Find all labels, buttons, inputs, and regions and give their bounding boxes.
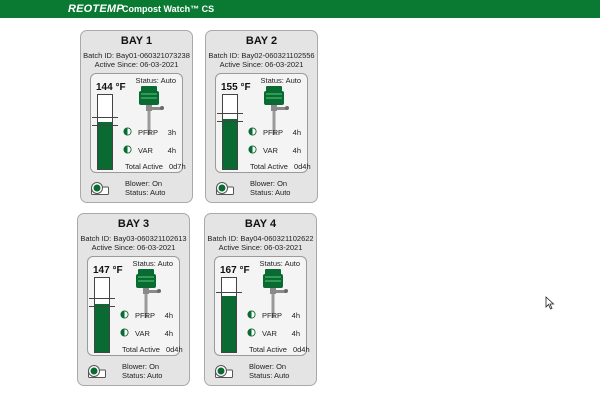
var-value: 4h [291, 329, 300, 338]
temperature-gauge [217, 94, 243, 170]
status-text: Status: Auto [135, 76, 176, 85]
var-value: 4h [164, 329, 173, 338]
total-active-label: Total Active [249, 345, 287, 354]
temperature-reading: 167 °F [220, 265, 250, 276]
total-active-value: 0d4h [165, 345, 183, 354]
pfrp-label: PFRP [138, 128, 159, 137]
status-text: Status: Auto [260, 76, 301, 85]
pfrp-label: PFRP [263, 128, 284, 137]
half-circle-icon [247, 310, 256, 319]
gauge-tick [92, 117, 118, 118]
mouse-cursor-icon [545, 296, 555, 310]
var-value: 4h [292, 146, 301, 155]
bay-title: BAY 2 [245, 35, 278, 47]
total-active: Total Active 0d7h [125, 162, 186, 171]
half-circle-icon [120, 310, 129, 319]
bay-panel: Status: Auto 147 °F PFRP 4h VAR 4h Total… [87, 256, 183, 356]
total-active-label: Total Active [250, 162, 288, 171]
pfrp-value: 3h [167, 128, 176, 137]
half-circle-icon [123, 145, 132, 154]
pfrp-label: PFRP [135, 311, 156, 320]
gauge-fill [223, 118, 237, 169]
active-since: Active Since: 06-03-2021 [218, 243, 303, 252]
bay-card-2[interactable]: BAY 2 Batch ID: Bay02-060321102556 Activ… [205, 30, 318, 203]
bay-panel: Status: Auto 144 °F PFRP 3h VAR 4h Total… [90, 73, 186, 173]
total-active: Total Active 0d4h [249, 345, 310, 354]
total-active-label: Total Active [122, 345, 160, 354]
bay-card-4[interactable]: BAY 4 Batch ID: Bay04-060321102622 Activ… [204, 213, 317, 386]
blower-icon[interactable] [216, 181, 234, 195]
half-circle-icon [123, 127, 132, 136]
gauge-fill [95, 303, 109, 352]
blower-icon[interactable] [91, 181, 109, 195]
pfrp-value: 4h [292, 128, 301, 137]
active-since: Active Since: 06-03-2021 [94, 60, 179, 69]
total-active-value: 0d4h [293, 162, 311, 171]
gauge-fill [98, 122, 112, 169]
status-text: Status: Auto [259, 259, 300, 268]
bay-card-3[interactable]: BAY 3 Batch ID: Bay03-060321102613 Activ… [77, 213, 190, 386]
batch-id: Batch ID: Bay04-060321102622 [207, 234, 314, 243]
active-since: Active Since: 06-03-2021 [91, 243, 176, 252]
temperature-gauge [216, 277, 242, 353]
blower-status: Status: Auto [249, 371, 290, 380]
blower-state: Blower: On [122, 362, 160, 371]
var-label: VAR [135, 329, 150, 338]
temperature-reading: 144 °F [96, 82, 126, 93]
gauge-tick [89, 298, 115, 299]
var-label: VAR [262, 329, 277, 338]
app-header: REOTEMP Compost Watch™ CS [0, 0, 600, 18]
total-active-value: 0d4h [292, 345, 310, 354]
temperature-gauge [92, 94, 118, 170]
pfrp-label: PFRP [262, 311, 283, 320]
bay-panel: Status: Auto 155 °F PFRP 4h VAR 4h Total… [215, 73, 311, 173]
blower-icon[interactable] [88, 364, 106, 378]
blower-state: Blower: On [125, 179, 163, 188]
active-since: Active Since: 06-03-2021 [219, 60, 304, 69]
var-value: 4h [167, 146, 176, 155]
total-active-label: Total Active [125, 162, 163, 171]
status-text: Status: Auto [132, 259, 173, 268]
blower-status: Status: Auto [122, 371, 163, 380]
bay-card-1[interactable]: BAY 1 Batch ID: Bay01-060321073238 Activ… [80, 30, 193, 203]
gauge-tick [217, 113, 243, 114]
brand-logo: REOTEMP [68, 3, 124, 15]
total-active: Total Active 0d4h [122, 345, 183, 354]
probe-sensor-icon [139, 86, 164, 135]
pfrp-value: 4h [291, 311, 300, 320]
temperature-reading: 155 °F [221, 82, 251, 93]
gauge-fill [222, 295, 236, 352]
blower-state: Blower: On [250, 179, 288, 188]
temperature-gauge [89, 277, 115, 353]
var-label: VAR [138, 146, 153, 155]
total-active-value: 0d7h [168, 162, 186, 171]
var-label: VAR [263, 146, 278, 155]
bay-title: BAY 1 [120, 35, 153, 47]
total-active: Total Active 0d4h [250, 162, 311, 171]
probe-sensor-icon [264, 86, 289, 135]
half-circle-icon [248, 127, 257, 136]
app-title: Compost Watch™ CS [122, 4, 215, 14]
batch-id: Batch ID: Bay01-060321073238 [83, 51, 190, 60]
blower-state: Blower: On [249, 362, 287, 371]
temperature-reading: 147 °F [93, 265, 123, 276]
half-circle-icon [248, 145, 257, 154]
blower-status: Status: Auto [125, 188, 166, 197]
gauge-tick [217, 121, 243, 122]
bay-panel: Status: Auto 167 °F PFRP 4h VAR 4h Total… [214, 256, 310, 356]
probe-sensor-icon [263, 269, 288, 318]
probe-sensor-icon [136, 269, 161, 318]
gauge-tick [89, 306, 115, 307]
bay-title: BAY 4 [244, 218, 277, 230]
half-circle-icon [247, 328, 256, 337]
gauge-tick [216, 292, 242, 293]
bay-title: BAY 3 [117, 218, 150, 230]
batch-id: Batch ID: Bay02-060321102556 [208, 51, 315, 60]
half-circle-icon [120, 328, 129, 337]
batch-id: Batch ID: Bay03-060321102613 [80, 234, 187, 243]
blower-status: Status: Auto [250, 188, 291, 197]
gauge-tick [92, 125, 118, 126]
blower-icon[interactable] [215, 364, 233, 378]
pfrp-value: 4h [164, 311, 173, 320]
